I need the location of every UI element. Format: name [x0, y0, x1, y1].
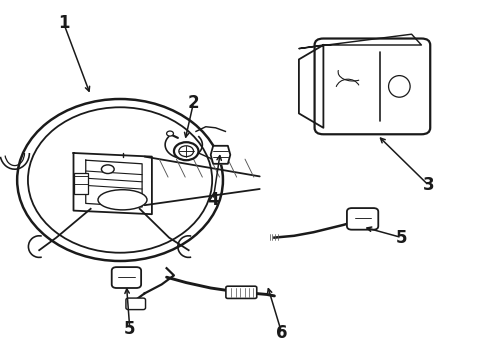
Ellipse shape: [174, 142, 198, 160]
Text: 5: 5: [396, 229, 408, 247]
Ellipse shape: [101, 165, 114, 174]
FancyBboxPatch shape: [112, 267, 141, 288]
Ellipse shape: [28, 107, 212, 253]
Ellipse shape: [17, 99, 223, 261]
Text: 1: 1: [58, 14, 70, 32]
Ellipse shape: [167, 131, 173, 136]
Text: 2: 2: [188, 94, 199, 112]
Bar: [74, 173, 88, 194]
FancyBboxPatch shape: [126, 298, 146, 310]
Polygon shape: [299, 45, 323, 128]
Polygon shape: [299, 34, 421, 49]
Text: 3: 3: [423, 176, 435, 194]
Ellipse shape: [179, 146, 194, 157]
Text: 5: 5: [124, 320, 136, 338]
Text: 6: 6: [276, 324, 288, 342]
Ellipse shape: [98, 190, 147, 210]
Text: 4: 4: [207, 191, 219, 209]
FancyBboxPatch shape: [315, 39, 430, 134]
Polygon shape: [211, 146, 230, 164]
FancyBboxPatch shape: [347, 208, 378, 230]
FancyBboxPatch shape: [226, 286, 257, 298]
